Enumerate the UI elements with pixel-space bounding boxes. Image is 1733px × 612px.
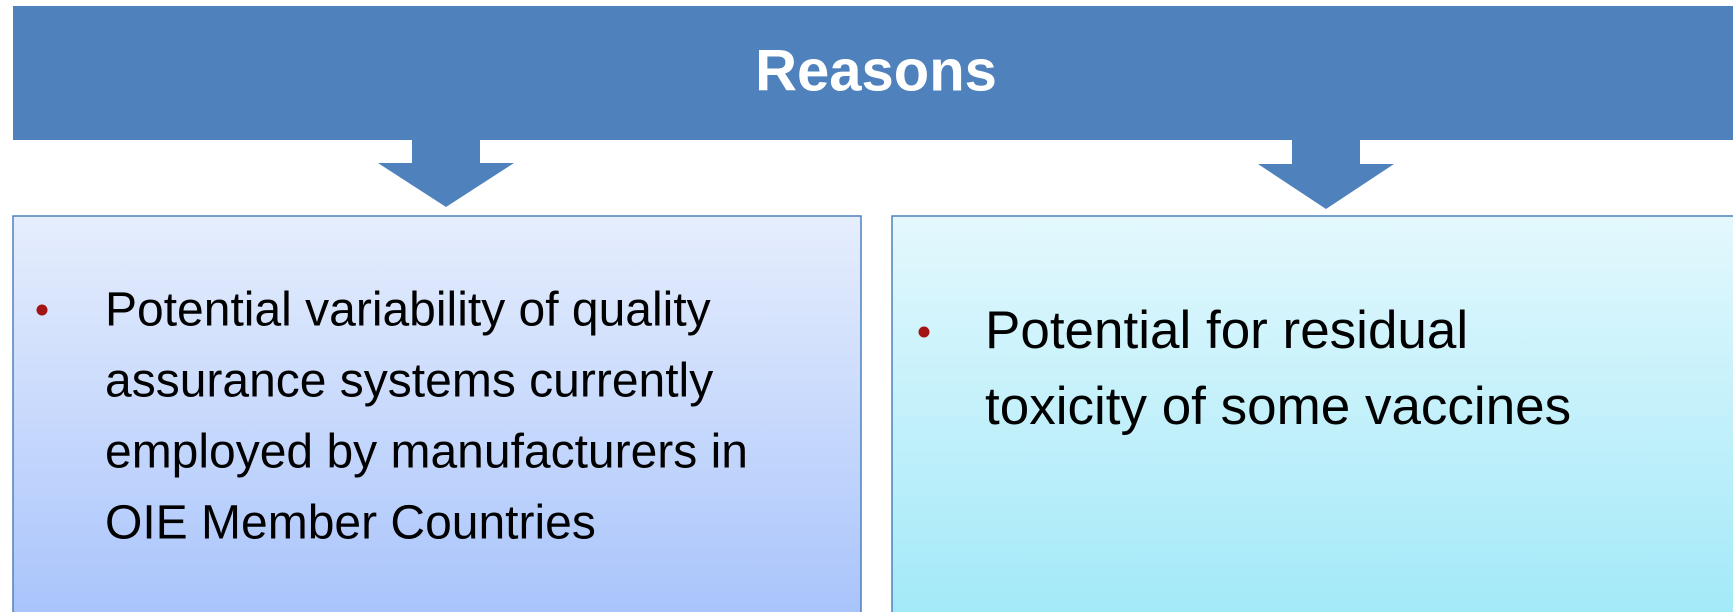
text-line: OIE Member Countries	[105, 497, 596, 550]
reason-box	[12, 215, 862, 612]
text-line: Potential variability of quality	[105, 284, 711, 337]
text-line: toxicity of some vaccines	[985, 377, 1571, 436]
header-bar	[13, 6, 1733, 140]
reason-text: Potential for residual toxicity of some v…	[985, 301, 1571, 436]
text-line: employed by manufacturers in	[105, 426, 748, 479]
bullet	[36, 304, 48, 316]
text-line: Potential for residual	[985, 301, 1468, 360]
arrow	[378, 140, 514, 207]
reason-text: Potential variability of quality assuranc…	[105, 284, 748, 550]
arrow	[1258, 140, 1394, 209]
text-line: assurance systems currently	[105, 355, 713, 408]
reason-box	[891, 215, 1733, 612]
header-title: Reasons	[755, 38, 997, 103]
bullet	[918, 326, 930, 338]
